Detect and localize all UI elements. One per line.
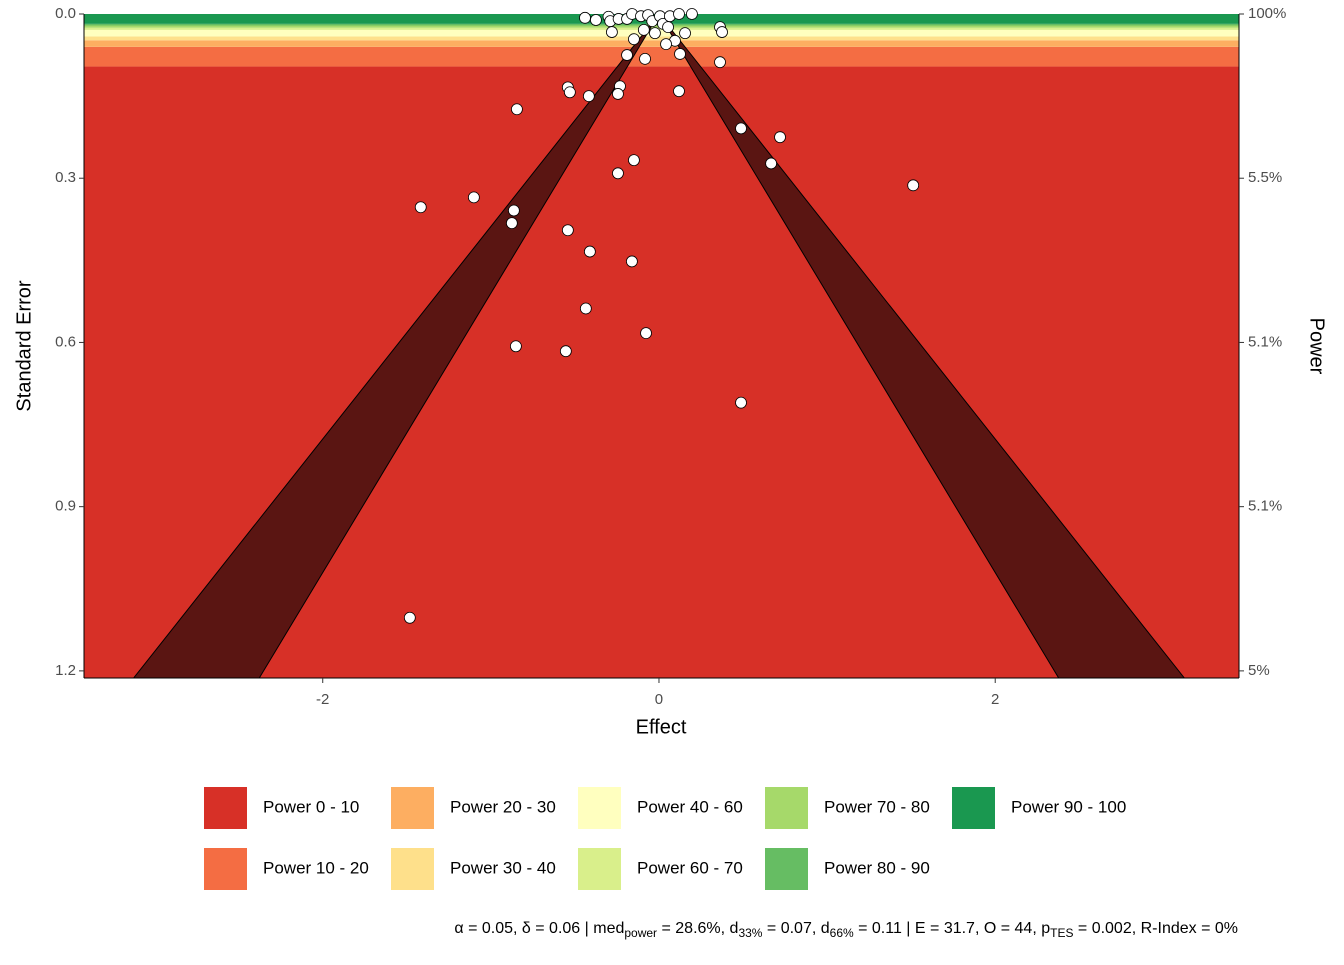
legend-label: Power 70 - 80 [824,797,930,816]
study-point [714,56,726,69]
study-point [660,38,672,51]
study-point [612,88,624,100]
study-point [559,345,572,358]
study-point [590,14,602,26]
legend-swatch [204,787,247,829]
legend-label: Power 60 - 70 [637,858,743,877]
legend-swatch [391,848,434,890]
study-point [583,245,596,258]
study-point [640,327,652,340]
study-point [507,204,520,217]
legend-swatch [765,848,808,890]
study-point [907,179,920,192]
x-tick-label: 0 [655,691,663,708]
y2-tick-label: 5% [1248,662,1270,679]
power-band [84,29,1239,37]
study-point [505,217,518,230]
study-point [626,255,638,268]
footnote-sub: 66% [830,926,854,940]
study-point [735,396,747,409]
legend-label: Power 80 - 90 [824,858,930,877]
study-point [579,302,592,315]
study-point [639,52,651,65]
study-point [414,201,427,214]
study-point [403,611,416,624]
legend-swatch [391,787,434,829]
study-point [561,224,574,237]
legend-label: Power 40 - 60 [637,797,743,816]
y-tick-label: 0.6 [55,333,76,350]
study-point [662,21,674,34]
footnote-text: = 0.07, d [762,920,829,937]
legend-label: Power 0 - 10 [263,797,359,816]
study-point [716,26,728,38]
study-point [735,122,747,135]
y2-tick-label: 100% [1248,5,1286,22]
study-point [579,11,591,24]
study-point [649,27,661,40]
study-point [612,167,624,180]
footnote-text: = 0.11 | E = 31.7, O = 44, p [854,920,1051,937]
legend-swatch [765,787,808,829]
footnote-text: = 28.6%, d [657,920,738,937]
study-point [606,26,618,38]
study-point [674,48,686,60]
x-axis-title: Effect [636,716,687,738]
footnote-sub: power [624,926,657,940]
legend-label: Power 30 - 40 [450,858,556,877]
y-tick-label: 0.3 [55,169,76,186]
y-tick-label: 0.0 [55,5,76,22]
study-point [563,86,576,99]
study-point [628,33,640,46]
legend-swatch [578,848,621,890]
footnote: α = 0.05, δ = 0.06 | medpower​ = 28.6%, … [454,920,1238,940]
study-point [510,340,522,353]
study-point [467,191,480,204]
x-tick-label: 2 [991,691,999,708]
study-point [621,49,633,61]
study-point [673,85,685,98]
study-point [679,27,691,40]
legend-swatch [204,848,247,890]
power-band [84,46,1239,67]
study-point [628,154,640,167]
y2-tick-label: 5.5% [1248,169,1282,186]
legend-label: Power 20 - 30 [450,797,556,816]
y-tick-label: 1.2 [55,662,76,679]
footnote-text: = 0.002, R-Index = 0% [1073,920,1238,937]
footnote-text: α = 0.05, δ = 0.06 | med [454,920,624,937]
study-point [582,90,595,103]
y2-tick-label: 5.1% [1248,333,1282,350]
y2-tick-label: 5.1% [1248,498,1282,515]
study-point [686,8,698,20]
y-tick-label: 0.9 [55,498,76,515]
power-band [84,36,1239,41]
legend-swatch [578,787,621,829]
study-point [511,103,523,116]
study-point [774,131,786,144]
y2-axis-title: Power [1306,318,1328,375]
study-point [765,157,778,170]
y-axis-title: Standard Error [13,280,35,412]
footnote-sub: TES [1050,926,1073,940]
legend-label: Power 10 - 20 [263,858,369,877]
study-point [673,8,685,20]
legend-swatch [952,787,995,829]
study-point [637,23,650,36]
legend-label: Power 90 - 100 [1011,797,1126,816]
x-tick-label: -2 [316,691,329,708]
footnote-sub: 33% [738,926,762,940]
